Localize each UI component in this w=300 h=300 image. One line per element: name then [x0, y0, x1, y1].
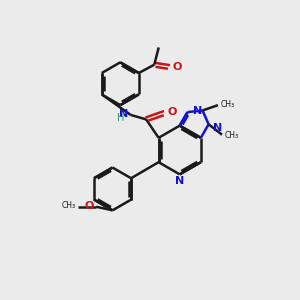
- Text: CH₃: CH₃: [61, 201, 75, 210]
- Text: O: O: [84, 201, 94, 211]
- Text: O: O: [167, 107, 177, 117]
- Text: N: N: [175, 176, 184, 186]
- Text: CH₃: CH₃: [224, 131, 239, 140]
- Text: N: N: [213, 123, 222, 133]
- Text: O: O: [173, 62, 182, 72]
- Text: H: H: [117, 113, 124, 124]
- Text: N: N: [119, 109, 128, 119]
- Text: N: N: [193, 106, 202, 116]
- Text: CH₃: CH₃: [220, 100, 235, 109]
